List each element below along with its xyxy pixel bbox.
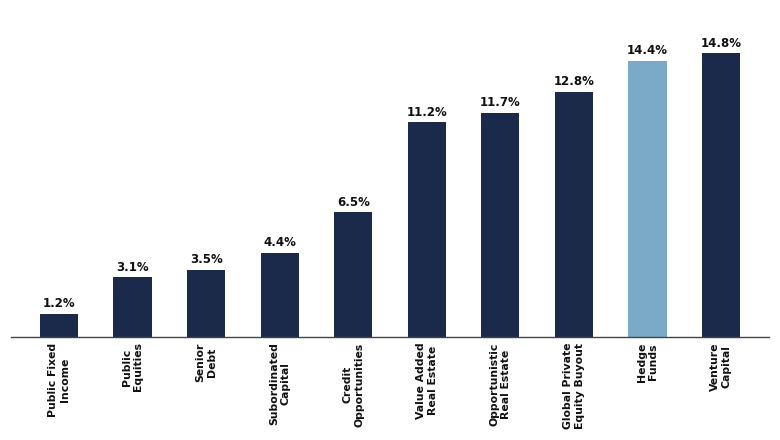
Text: 11.2%: 11.2% (406, 106, 447, 119)
Bar (261, 253, 299, 337)
Bar (629, 61, 667, 337)
Bar (481, 113, 519, 337)
Bar (334, 212, 372, 337)
Bar (555, 92, 593, 337)
Bar (702, 53, 740, 337)
Text: 14.4%: 14.4% (627, 44, 668, 58)
Text: 3.5%: 3.5% (190, 253, 222, 266)
Text: 4.4%: 4.4% (263, 236, 296, 249)
Text: 14.8%: 14.8% (700, 37, 742, 50)
Text: 11.7%: 11.7% (480, 96, 521, 109)
Text: 12.8%: 12.8% (554, 75, 594, 88)
Bar (408, 122, 446, 337)
Bar (113, 278, 151, 337)
Text: 1.2%: 1.2% (43, 297, 75, 310)
Text: 3.1%: 3.1% (116, 261, 149, 274)
Bar (40, 314, 78, 337)
Bar (187, 270, 225, 337)
Text: 6.5%: 6.5% (337, 196, 370, 209)
